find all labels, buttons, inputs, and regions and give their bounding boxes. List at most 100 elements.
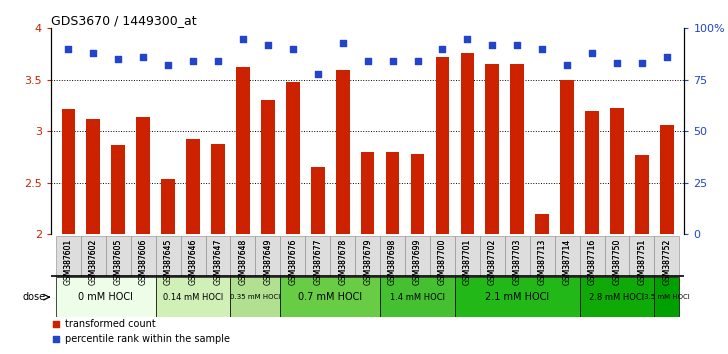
Text: dose: dose bbox=[23, 292, 46, 302]
Bar bbox=[455, 277, 579, 317]
Text: GDS3670 / 1449300_at: GDS3670 / 1449300_at bbox=[51, 14, 197, 27]
Point bbox=[112, 56, 124, 62]
Bar bbox=[630, 236, 654, 276]
Point bbox=[586, 50, 598, 56]
Bar bbox=[660, 125, 673, 234]
Text: GSM387714: GSM387714 bbox=[563, 239, 571, 285]
Bar bbox=[386, 152, 400, 234]
Text: GSM387601: GSM387601 bbox=[64, 239, 73, 285]
Bar bbox=[461, 53, 474, 234]
Text: GSM387700: GSM387700 bbox=[438, 239, 447, 285]
Text: GSM387678: GSM387678 bbox=[339, 239, 347, 285]
Bar bbox=[231, 236, 256, 276]
Text: GSM387601: GSM387601 bbox=[64, 239, 73, 285]
Text: GSM387677: GSM387677 bbox=[313, 239, 323, 285]
Text: GSM387647: GSM387647 bbox=[213, 239, 223, 285]
Text: GSM387676: GSM387676 bbox=[288, 239, 297, 285]
Bar bbox=[455, 236, 480, 276]
Bar bbox=[486, 64, 499, 234]
Point bbox=[262, 42, 274, 48]
Text: GSM387606: GSM387606 bbox=[139, 239, 148, 285]
Point bbox=[437, 46, 448, 52]
Point bbox=[486, 42, 498, 48]
Point bbox=[636, 61, 648, 66]
Text: GSM387701: GSM387701 bbox=[463, 239, 472, 285]
Bar bbox=[610, 108, 624, 234]
Text: GSM387716: GSM387716 bbox=[587, 239, 596, 285]
Bar bbox=[355, 236, 380, 276]
Bar bbox=[205, 236, 231, 276]
Text: 2.1 mM HOCl: 2.1 mM HOCl bbox=[485, 292, 550, 302]
Text: GSM387716: GSM387716 bbox=[587, 239, 596, 285]
Point bbox=[612, 61, 623, 66]
Bar bbox=[336, 69, 349, 234]
Point bbox=[387, 58, 398, 64]
Text: GSM387701: GSM387701 bbox=[463, 239, 472, 285]
Bar bbox=[261, 101, 274, 234]
Bar bbox=[505, 236, 530, 276]
Point bbox=[462, 36, 473, 41]
Bar bbox=[186, 139, 200, 234]
Point bbox=[63, 46, 74, 52]
Bar bbox=[480, 236, 505, 276]
Text: GSM387703: GSM387703 bbox=[513, 239, 522, 285]
Text: GSM387647: GSM387647 bbox=[213, 239, 223, 285]
Point bbox=[412, 58, 424, 64]
Text: GSM387648: GSM387648 bbox=[239, 239, 248, 285]
Bar bbox=[604, 236, 630, 276]
Bar bbox=[579, 277, 654, 317]
Point bbox=[187, 58, 199, 64]
Bar bbox=[380, 277, 455, 317]
Bar bbox=[311, 167, 325, 234]
Bar bbox=[256, 236, 280, 276]
Bar bbox=[236, 68, 250, 234]
Bar bbox=[156, 277, 231, 317]
Text: GSM387713: GSM387713 bbox=[538, 239, 547, 285]
Point bbox=[212, 58, 223, 64]
Text: GSM387702: GSM387702 bbox=[488, 239, 496, 285]
Bar bbox=[136, 117, 150, 234]
Text: GSM387646: GSM387646 bbox=[189, 239, 197, 285]
Bar bbox=[430, 236, 455, 276]
Text: GSM387679: GSM387679 bbox=[363, 239, 372, 285]
Bar bbox=[106, 236, 131, 276]
Bar bbox=[131, 236, 156, 276]
Text: GSM387699: GSM387699 bbox=[413, 239, 422, 285]
Point bbox=[287, 46, 298, 52]
Text: GSM387751: GSM387751 bbox=[638, 239, 646, 285]
Bar bbox=[331, 236, 355, 276]
Text: 0.14 mM HOCl: 0.14 mM HOCl bbox=[163, 293, 223, 302]
Text: transformed count: transformed count bbox=[65, 319, 156, 329]
Bar bbox=[211, 144, 225, 234]
Text: 2.8 mM HOCl: 2.8 mM HOCl bbox=[590, 293, 644, 302]
Point bbox=[512, 42, 523, 48]
Bar bbox=[535, 214, 549, 234]
Bar bbox=[280, 277, 380, 317]
Point bbox=[50, 321, 62, 326]
Bar bbox=[81, 236, 106, 276]
Text: GSM387605: GSM387605 bbox=[114, 239, 123, 285]
Text: GSM387752: GSM387752 bbox=[662, 239, 671, 285]
Point bbox=[162, 63, 174, 68]
Point bbox=[661, 55, 673, 60]
Text: percentile rank within the sample: percentile rank within the sample bbox=[65, 334, 230, 344]
Text: GSM387606: GSM387606 bbox=[139, 239, 148, 285]
Text: GSM387703: GSM387703 bbox=[513, 239, 522, 285]
Bar bbox=[280, 236, 305, 276]
Text: GSM387752: GSM387752 bbox=[662, 239, 671, 285]
Bar bbox=[56, 277, 156, 317]
Text: GSM387700: GSM387700 bbox=[438, 239, 447, 285]
Text: GSM387645: GSM387645 bbox=[164, 239, 173, 285]
Bar bbox=[181, 236, 205, 276]
Text: GSM387751: GSM387751 bbox=[638, 239, 646, 285]
Bar bbox=[380, 236, 405, 276]
Bar bbox=[635, 155, 649, 234]
Point bbox=[362, 58, 373, 64]
Text: GSM387678: GSM387678 bbox=[339, 239, 347, 285]
Text: GSM387702: GSM387702 bbox=[488, 239, 496, 285]
Text: GSM387648: GSM387648 bbox=[239, 239, 248, 285]
Point bbox=[50, 336, 62, 342]
Bar bbox=[435, 57, 449, 234]
Point bbox=[87, 50, 99, 56]
Text: GSM387699: GSM387699 bbox=[413, 239, 422, 285]
